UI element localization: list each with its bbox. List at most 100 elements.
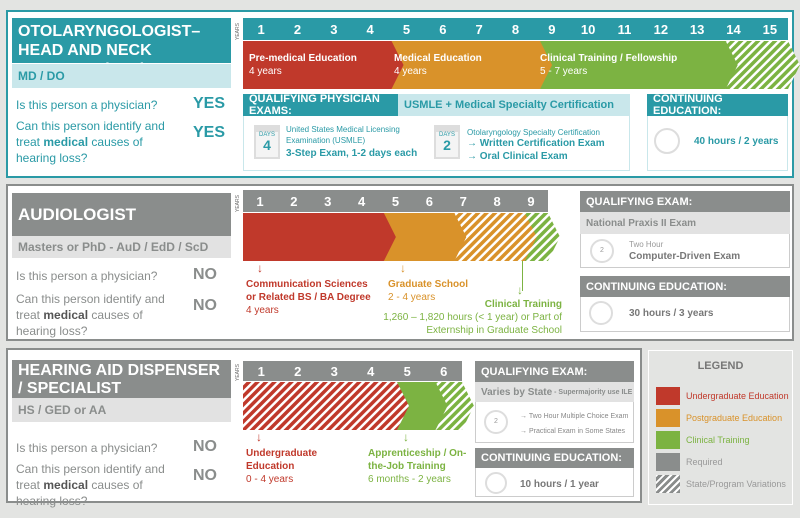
ent-seg-clinical: Clinical Training / Fellowship 5 - 7 year… [540, 52, 677, 78]
days-value: 2 [443, 137, 451, 153]
ent-exam1-name: United States Medical Licensing Examinat… [286, 125, 400, 145]
ent-ce-value: 40 hours / 2 years [694, 136, 779, 147]
years-label: YEARS [235, 23, 241, 40]
ent-q1: Is this person a physician? [16, 98, 158, 112]
timeline-segment-orange [383, 213, 467, 261]
arrow-down-icon: ↓ [403, 430, 409, 444]
timeline-segment-green-hatched [435, 382, 474, 430]
timeline-segment-green-hatched [725, 41, 800, 89]
aud-exam-small: Two Hour [629, 240, 664, 249]
aud-title: AUDIOLOGIST [12, 193, 231, 236]
ent-seg-premed: Pre-medical Education 4 years [249, 52, 357, 78]
year-tick: 7 [475, 21, 483, 37]
aud-label-grad: Graduate School 2 - 4 years [388, 278, 468, 304]
days-label: DAYS [259, 132, 275, 138]
seg-title: Medical Education [394, 53, 482, 64]
book-cycle-icon [654, 128, 680, 154]
label-duration: 6 months - 2 years [368, 474, 451, 485]
year-tick: 6 [425, 193, 433, 209]
had-exam-item: → Two Hour Multiple Choice Exam [520, 413, 629, 420]
had-ce-value: 10 hours / 1 year [520, 479, 599, 490]
label-title: Undergraduate Education [246, 448, 318, 472]
year-tick: 14 [726, 21, 741, 37]
year-tick: 1 [256, 193, 264, 209]
aud-exam-detail: Computer-Driven Exam [629, 251, 741, 262]
aud-degree: Masters or PhD - AuD / EdD / ScD [12, 236, 231, 258]
legend-swatch [656, 431, 680, 449]
year-tick: 8 [511, 21, 520, 37]
ent-a1: YES [193, 95, 226, 112]
ent-exam1-detail: 3-Step Exam, 1-2 days each [286, 148, 418, 159]
year-tick: 2 [290, 193, 298, 209]
aud-a1: NO [193, 266, 217, 283]
q-bold: medical [43, 308, 89, 322]
year-tick: 9 [548, 21, 556, 37]
calendar-icon: DAYS 4 [254, 125, 280, 159]
had-label-apprentice: Apprenticeship / On-the-Job Training 6 mo… [368, 447, 468, 486]
timeline-segment-red [243, 41, 404, 89]
had-exam-name: Varies by State - Supermajority use ILE [475, 382, 634, 402]
year-tick: 4 [357, 193, 366, 209]
had-timeline [243, 382, 474, 430]
label-duration: 0 - 4 years [246, 474, 294, 485]
year-tick: 13 [689, 21, 705, 37]
timer-icon: 2 [590, 239, 614, 263]
q-text: causes of hearing loss? [16, 308, 143, 338]
had-label-undergrad: Undergraduate Education 0 - 4 years [246, 447, 326, 486]
years-label: YEARS [235, 364, 241, 381]
legend-swatch [656, 453, 680, 471]
year-tick: 5 [403, 363, 411, 379]
aud-years-bar: 1 2 3 4 5 6 7 8 9 [243, 190, 548, 212]
year-tick: 3 [324, 193, 332, 209]
ent-exam2-item: → Written Certification Exam [467, 138, 605, 149]
aud-label-clinical: Clinical Training 1,260 – 1,820 hours (< … [380, 298, 562, 337]
legend-swatch [656, 387, 680, 405]
year-tick: 5 [391, 193, 400, 209]
legend-title: LEGEND [697, 360, 744, 372]
legend-label: Required [686, 457, 723, 467]
q-text: causes of hearing loss? [16, 135, 143, 165]
q-text: Can this person identify and treat [16, 119, 165, 149]
q-bold: medical [43, 135, 89, 149]
year-tick: 1 [257, 363, 265, 379]
year-tick: 7 [459, 193, 467, 209]
aud-exam-name: National Praxis II Exam [580, 212, 790, 234]
year-tick: 15 [762, 21, 778, 37]
timer-icon: 2 [484, 410, 508, 434]
aud-q2: Can this person identify and treat medic… [16, 291, 186, 339]
had-q1: Is this person a physician? [16, 441, 158, 455]
calendar-icon: DAYS 2 [434, 125, 460, 159]
aud-ce-header: CONTINUING EDUCATION: [580, 276, 790, 297]
timeline-segment-red [243, 213, 396, 261]
years-label: YEARS [235, 195, 241, 212]
ent-seg-med: Medical Education 4 years [394, 52, 482, 78]
seg-title: Clinical Training / Fellowship [540, 53, 678, 64]
year-tick: 5 [402, 21, 411, 37]
label-title: Apprenticeship / On-the-Job Training [368, 448, 467, 472]
arrow-down-icon: ↓ [256, 430, 262, 444]
year-tick: 11 [617, 21, 632, 37]
label-duration: 1,260 – 1,820 hours (< 1 year) or Part o… [383, 312, 562, 336]
label-duration: 2 - 4 years [388, 292, 436, 303]
year-tick: 10 [580, 21, 596, 37]
had-exam-header: QUALIFYING EXAM: [475, 361, 634, 382]
ent-title: OTOLARYNGOLOGIST–HEAD AND NECK SURGEON (… [12, 18, 231, 78]
aud-timeline [243, 213, 560, 261]
year-tick: 2 [293, 21, 302, 37]
had-a1: NO [193, 438, 217, 455]
label-title: Clinical Training [484, 299, 562, 310]
timeline-segment-red-hatched [243, 382, 409, 430]
legend-label: Postgraduate Education [686, 413, 783, 423]
year-tick: 2 [294, 363, 302, 379]
timeline-segment-orange [391, 41, 553, 89]
year-tick: 4 [366, 21, 374, 37]
had-degree: HS / GED or AA [12, 398, 231, 422]
label-duration: 4 years [246, 305, 279, 316]
ent-a2: YES [193, 124, 226, 141]
year-tick: 8 [493, 193, 501, 209]
arrow-down-icon: ↓ [257, 261, 263, 275]
q-text: Can this person identify and treat [16, 292, 165, 322]
q-text: Can this person identify and treat [16, 462, 165, 492]
timeline-segment-orange-hatched [454, 213, 537, 261]
year-tick: 6 [439, 21, 447, 37]
